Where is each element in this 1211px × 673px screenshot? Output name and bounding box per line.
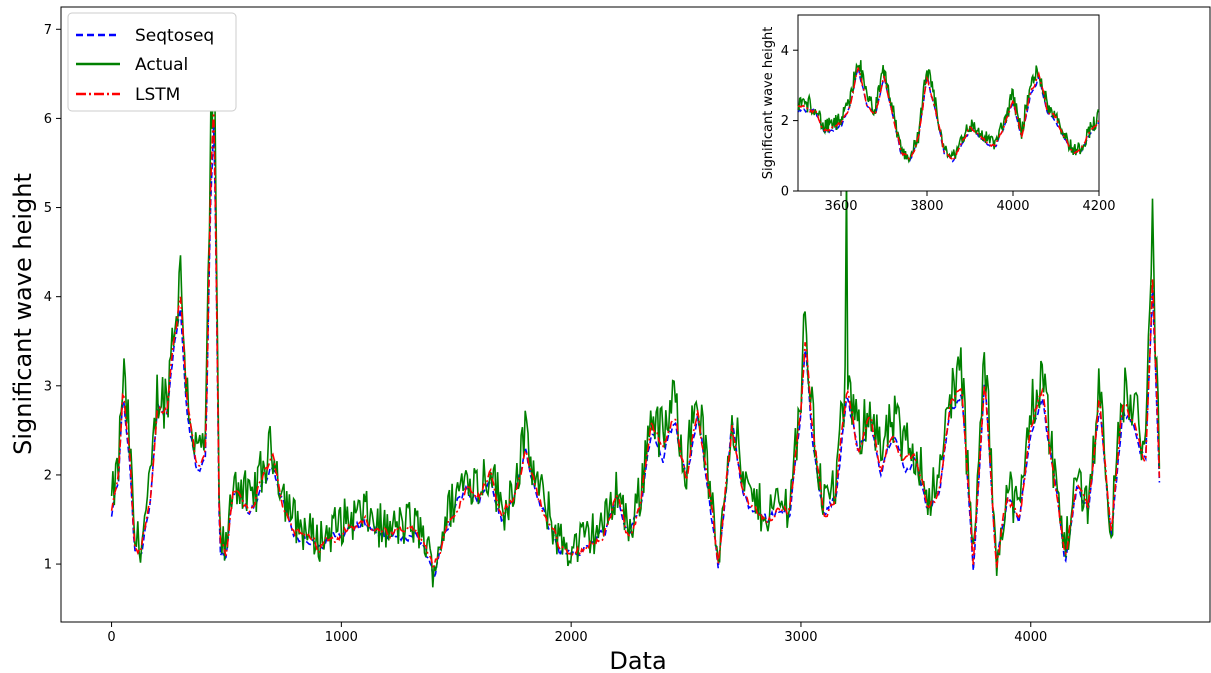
main-series-lines <box>110 47 1161 588</box>
x-tick-label: 4200 <box>1082 199 1115 214</box>
y-tick-label: 4 <box>781 44 789 59</box>
inset-series-lines <box>797 60 1100 164</box>
series-line-lstm <box>110 107 1161 568</box>
legend-actual-label: Actual <box>135 55 188 75</box>
legend-seqtoseq-label: Seqtoseq <box>135 26 214 46</box>
x-tick-label: 3800 <box>910 199 943 214</box>
inset-y-ticks: 0 2 4 <box>781 44 798 200</box>
main-x-ticks: 0 1000 2000 3000 4000 <box>107 622 1047 645</box>
x-tick-label: 2000 <box>555 630 588 645</box>
inset-plot-frame <box>797 14 1100 192</box>
x-tick-label: 4000 <box>996 199 1029 214</box>
y-tick-label: 2 <box>44 468 52 483</box>
y-tick-label: 4 <box>44 290 52 305</box>
main-x-axis-label: Data <box>609 647 666 673</box>
y-tick-label: 3 <box>44 379 52 394</box>
inset-y-axis-label: Significant wave height <box>761 27 776 180</box>
y-tick-label: 1 <box>44 558 52 573</box>
x-tick-label: 0 <box>107 630 115 645</box>
inset-x-ticks: 3600 3800 4000 4200 <box>824 191 1116 214</box>
y-tick-label: 0 <box>781 185 789 200</box>
main-y-ticks: 1 2 3 4 5 6 7 <box>44 23 61 573</box>
legend: Seqtoseq Actual LSTM <box>67 12 237 112</box>
y-tick-label: 7 <box>44 23 52 38</box>
legend-box <box>67 12 237 112</box>
series-line-lstm <box>797 67 1100 163</box>
x-tick-label: 3600 <box>824 199 857 214</box>
main-y-axis-label: Significant wave height <box>9 173 37 455</box>
legend-lstm-label: LSTM <box>135 85 180 105</box>
series-line-actual <box>110 47 1161 588</box>
y-tick-label: 6 <box>44 112 52 127</box>
x-tick-label: 4000 <box>1014 630 1047 645</box>
x-tick-label: 3000 <box>784 630 817 645</box>
y-tick-label: 2 <box>781 114 789 129</box>
x-tick-label: 1000 <box>325 630 358 645</box>
y-tick-label: 5 <box>44 201 52 216</box>
